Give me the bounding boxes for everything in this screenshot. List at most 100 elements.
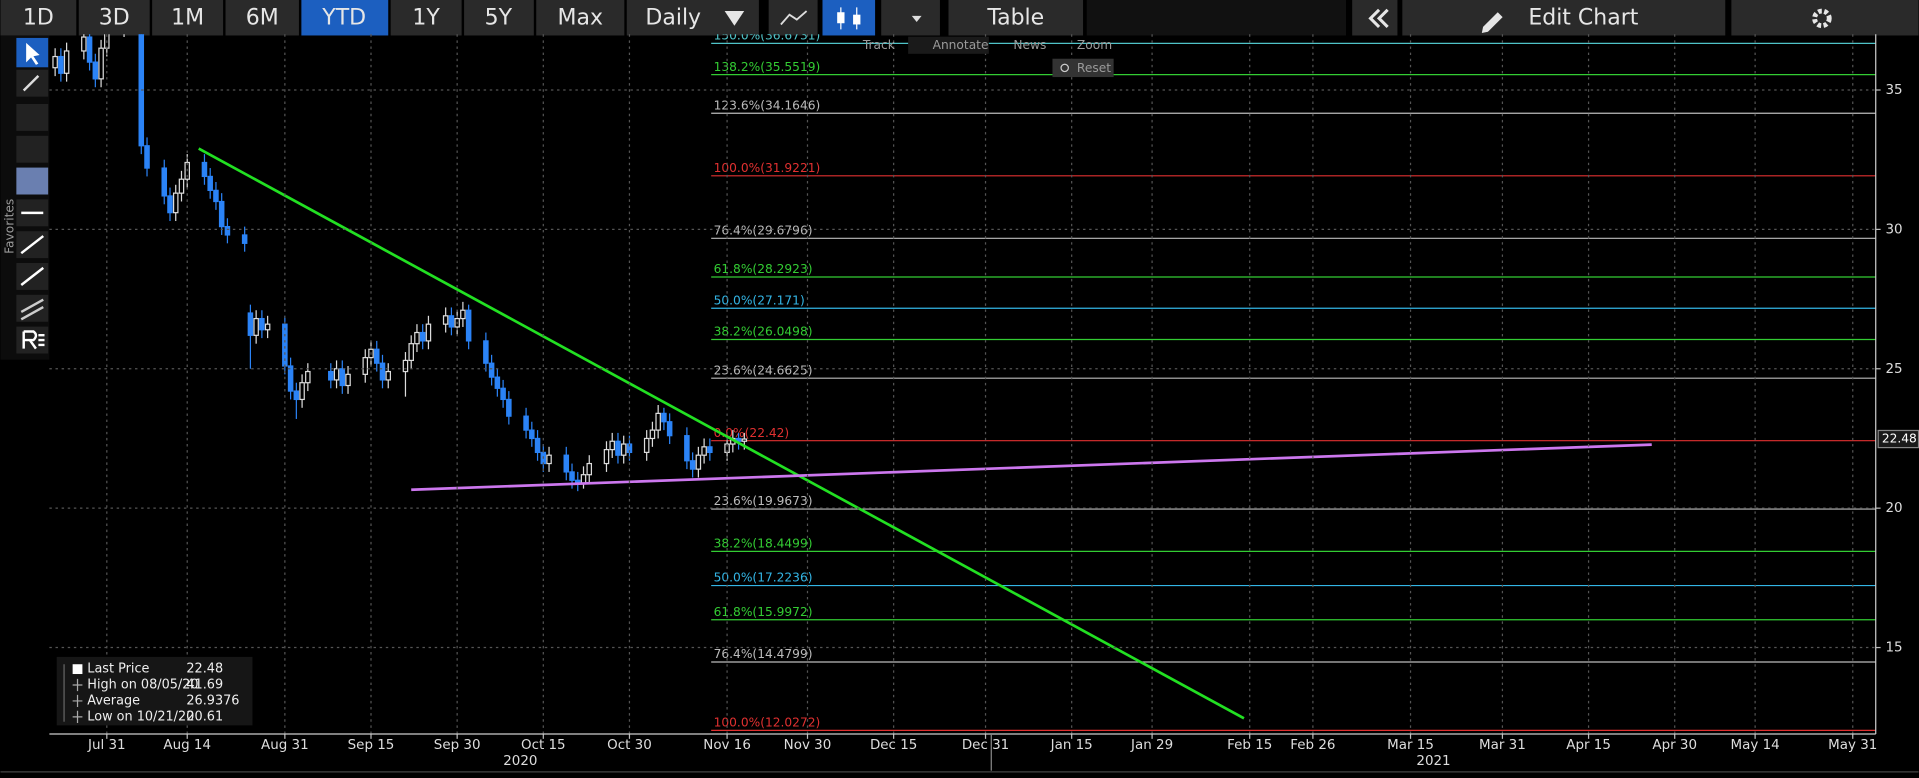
x-tick-label: Feb 15 xyxy=(1227,738,1272,753)
reset-label[interactable]: Reset xyxy=(1077,61,1111,75)
x-tick-label: Nov 16 xyxy=(703,738,751,753)
trend-icon xyxy=(20,235,45,255)
range-button[interactable] xyxy=(78,0,150,36)
reset-button[interactable] xyxy=(1052,58,1114,78)
candle-body xyxy=(172,192,179,214)
toolbar: 1D 3D 1M 6M YTD 1Y 5Y Max Daily Table Ed… xyxy=(0,0,1919,36)
text-tool[interactable] xyxy=(16,167,49,195)
collapse-button[interactable] xyxy=(1352,0,1398,36)
range-button[interactable] xyxy=(152,0,224,36)
candle-body xyxy=(379,362,386,381)
x-tick-label: Dec 31 xyxy=(962,738,1009,753)
fib-label: 138.2%(35.5519) xyxy=(714,60,821,74)
year-label: 2020 xyxy=(503,754,537,769)
range-button[interactable] xyxy=(225,0,299,36)
fib-label: 123.6%(34.1646) xyxy=(714,98,821,112)
legend-icon xyxy=(72,678,83,692)
x-tick-label: Nov 30 xyxy=(784,738,832,753)
table-button[interactable] xyxy=(948,0,1084,36)
candle-body xyxy=(689,460,696,470)
y-tick-label: 25 xyxy=(1886,362,1903,377)
edit-chart-label[interactable]: Edit Chart xyxy=(1528,5,1638,30)
candle-icon xyxy=(853,14,861,25)
range-button-active[interactable] xyxy=(301,0,389,36)
ray-icon xyxy=(20,266,45,286)
fib-label: 0.0%(22.42) xyxy=(714,426,790,440)
candle-body xyxy=(299,382,305,401)
candle-body xyxy=(448,315,455,328)
range-label[interactable]: 6M xyxy=(246,5,279,30)
favorites-label[interactable]: Favorites xyxy=(3,199,17,254)
candle-body xyxy=(643,437,650,454)
range-button[interactable] xyxy=(390,0,462,36)
candle-body xyxy=(580,474,587,484)
x-tick-label: May 31 xyxy=(1828,738,1877,753)
range-label[interactable]: 1M xyxy=(171,5,204,30)
menu-item[interactable]: News xyxy=(1013,38,1046,52)
legend-icon xyxy=(72,694,83,708)
x-tick-label: Mar 15 xyxy=(1387,738,1434,753)
edit-chart-button[interactable] xyxy=(1402,0,1726,36)
line-icon xyxy=(780,10,808,26)
range-label[interactable]: YTD xyxy=(321,5,366,30)
fib-label: 50.0%(17.2236) xyxy=(714,571,813,585)
candle-body xyxy=(707,446,713,454)
frequency-label[interactable]: Daily xyxy=(645,5,701,30)
collapse-icon xyxy=(1368,8,1389,28)
candle-body xyxy=(615,440,621,456)
range-label[interactable]: 3D xyxy=(99,5,130,30)
x-tick-label: Jan 15 xyxy=(1050,738,1093,753)
y-tick-label: 15 xyxy=(1886,641,1903,656)
candle-body xyxy=(735,437,742,442)
range-label[interactable]: Max xyxy=(558,5,603,30)
range-label[interactable]: 5Y xyxy=(485,5,513,30)
candle-body xyxy=(684,435,690,462)
menu-item[interactable]: Annotate xyxy=(933,38,989,52)
candle-body xyxy=(305,370,311,384)
candle-body xyxy=(86,36,93,63)
candle-body xyxy=(218,200,225,228)
dropdown-arrow xyxy=(724,11,745,26)
candle-body xyxy=(362,357,369,375)
x-tick-label: Oct 15 xyxy=(521,738,566,753)
settings-button[interactable] xyxy=(1731,0,1919,36)
candle-body xyxy=(483,340,489,364)
candle-body xyxy=(213,189,219,203)
range-button[interactable] xyxy=(464,0,534,36)
trend-line xyxy=(198,147,1245,720)
candle-body xyxy=(442,315,449,325)
menu-item[interactable]: Track xyxy=(862,38,896,52)
legend-value: 20.61 xyxy=(186,709,223,724)
fib-label: 50.0%(27.171) xyxy=(714,293,805,307)
candle-body xyxy=(701,446,707,456)
candle-body xyxy=(414,331,420,345)
range-label[interactable]: 1D xyxy=(23,5,54,30)
table-label[interactable]: Table xyxy=(986,5,1044,30)
candle-body xyxy=(695,454,702,470)
chart-type-dropdown[interactable] xyxy=(881,0,940,36)
percent-tool[interactable] xyxy=(16,103,49,131)
price-tool[interactable] xyxy=(16,135,49,163)
menu-item[interactable]: Zoom xyxy=(1077,38,1112,52)
x-tick-label: Apr 30 xyxy=(1652,738,1697,753)
trend-line xyxy=(411,443,1652,492)
gear-icon xyxy=(1812,8,1832,29)
range-label[interactable]: 1Y xyxy=(412,5,440,30)
candle-body xyxy=(500,387,506,401)
fib-label: 23.6%(24.6625) xyxy=(714,363,813,377)
range-button[interactable] xyxy=(0,0,77,36)
candle-body xyxy=(207,175,213,191)
candle-body xyxy=(161,167,168,197)
candle-body xyxy=(328,370,334,381)
candle-body xyxy=(98,47,104,80)
x-tick-label: Jan 29 xyxy=(1130,738,1173,753)
range-button[interactable] xyxy=(536,0,625,36)
candle-body xyxy=(655,412,661,431)
candle-body xyxy=(144,145,150,169)
candle-body xyxy=(138,34,145,147)
candle-body xyxy=(661,412,667,423)
fib-label: 38.2%(26.0498) xyxy=(714,325,813,339)
candle-chart-button[interactable] xyxy=(822,0,876,36)
